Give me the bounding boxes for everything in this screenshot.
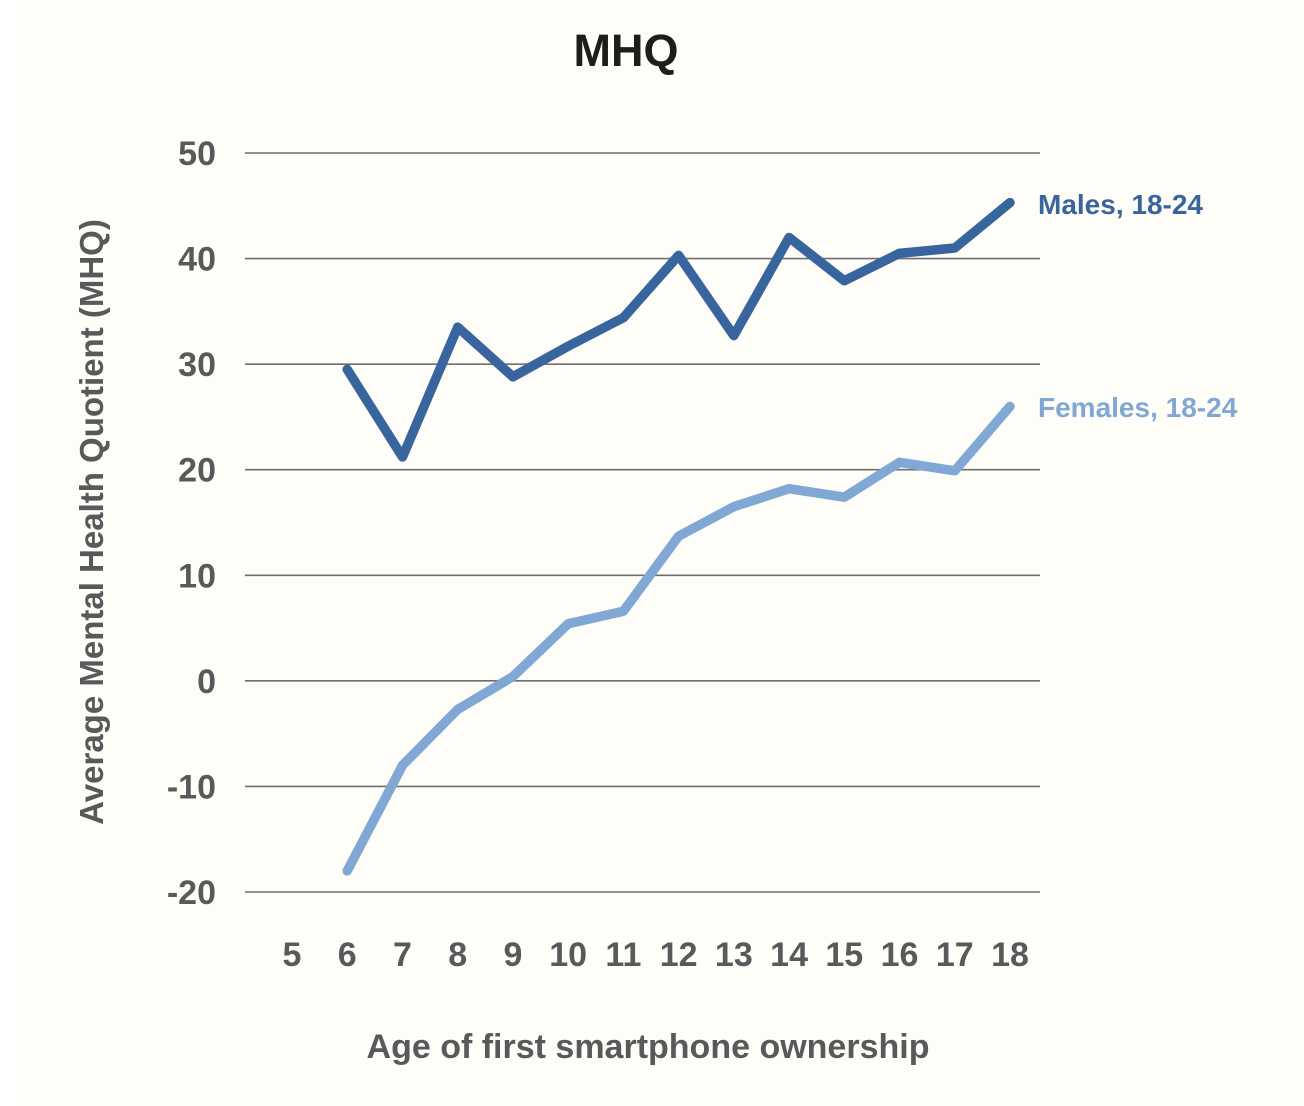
y-tick-10: 10 — [178, 557, 216, 595]
x-tick-16: 16 — [881, 936, 919, 974]
chart-title: MHQ — [574, 25, 679, 76]
x-tick-18: 18 — [991, 936, 1029, 974]
y-tick-20: 20 — [178, 452, 216, 490]
x-tick-9: 9 — [503, 936, 522, 974]
x-tick-12: 12 — [660, 936, 698, 974]
x-tick-7: 7 — [393, 936, 412, 974]
series-line-males — [342, 197, 1015, 462]
series-label-males: Males, 18-24 — [1038, 189, 1203, 220]
x-axis-tick-labels: 5 6 7 8 9 10 11 12 13 14 15 16 17 18 — [283, 936, 1029, 974]
y-tick--20: -20 — [167, 874, 216, 912]
x-tick-6: 6 — [338, 936, 357, 974]
x-tick-11: 11 — [605, 936, 641, 974]
y-axis-tick-labels: 50 40 30 20 10 0 -10 -20 — [167, 135, 216, 912]
x-tick-5: 5 — [283, 936, 302, 974]
series-lines — [342, 197, 1015, 876]
left-margin-strip — [0, 0, 16, 1106]
y-tick--10: -10 — [167, 768, 216, 806]
x-tick-8: 8 — [448, 936, 467, 974]
x-axis-title: Age of first smartphone ownership — [367, 1028, 930, 1066]
y-tick-40: 40 — [178, 241, 216, 279]
x-tick-14: 14 — [770, 936, 808, 974]
y-tick-50: 50 — [178, 135, 216, 173]
y-tick-30: 30 — [178, 346, 216, 384]
x-tick-10: 10 — [549, 936, 587, 974]
x-tick-15: 15 — [825, 936, 863, 974]
y-tick-0: 0 — [197, 663, 216, 701]
y-axis-title: Average Mental Health Quotient (MHQ) — [73, 219, 110, 825]
x-tick-17: 17 — [936, 936, 974, 974]
series-line-females — [342, 401, 1015, 876]
x-tick-13: 13 — [715, 936, 753, 974]
gridlines — [245, 152, 1040, 893]
series-label-females: Females, 18-24 — [1038, 392, 1238, 423]
